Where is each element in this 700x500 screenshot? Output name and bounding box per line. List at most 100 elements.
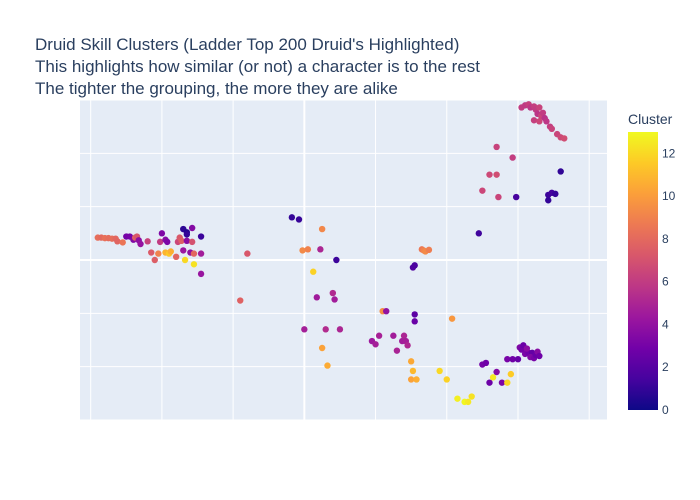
scatter-point[interactable]	[119, 239, 126, 246]
scatter-point[interactable]	[486, 379, 493, 386]
scatter-point[interactable]	[530, 117, 538, 124]
scatter-point[interactable]	[180, 247, 187, 254]
scatter-point[interactable]	[167, 248, 175, 255]
scatter-point[interactable]	[183, 231, 191, 238]
scatter-point[interactable]	[301, 326, 308, 333]
colorbar-gradient	[628, 132, 658, 410]
scatter-point[interactable]	[411, 262, 418, 269]
scatter-point[interactable]	[336, 326, 344, 333]
scatter-point[interactable]	[504, 379, 511, 386]
scatter-point[interactable]	[188, 238, 196, 246]
scatter-point[interactable]	[183, 237, 191, 244]
scatter-point[interactable]	[536, 118, 543, 125]
scatter-point[interactable]	[295, 216, 303, 223]
scatter-point[interactable]	[188, 224, 196, 232]
scatter-point[interactable]	[552, 190, 559, 198]
scatter-point[interactable]	[507, 370, 515, 378]
scatter-point[interactable]	[172, 253, 180, 260]
scatter-point[interactable]	[190, 250, 198, 257]
scatter-point[interactable]	[178, 237, 185, 244]
scatter-point[interactable]	[486, 171, 493, 178]
scatter-point[interactable]	[561, 135, 568, 142]
scatter-point[interactable]	[443, 376, 450, 383]
scatter-point[interactable]	[148, 249, 155, 256]
scatter-point[interactable]	[407, 358, 415, 365]
colorbar-tick-label: 2	[662, 360, 669, 374]
scatter-point[interactable]	[237, 297, 244, 304]
scatter-point[interactable]	[114, 238, 121, 245]
scatter-point[interactable]	[372, 341, 379, 348]
scatter-point[interactable]	[407, 376, 415, 383]
scatter-point[interactable]	[413, 376, 420, 383]
scatter-point[interactable]	[493, 368, 500, 376]
scatter-point[interactable]	[436, 367, 443, 375]
scatter-point[interactable]	[557, 168, 564, 175]
scatter-point[interactable]	[495, 193, 502, 201]
scatter-point[interactable]	[409, 367, 417, 375]
scatter-point[interactable]	[310, 268, 317, 275]
scatter-point[interactable]	[244, 250, 251, 257]
scatter-point[interactable]	[304, 246, 312, 253]
scatter-point[interactable]	[197, 233, 205, 240]
scatter-point[interactable]	[393, 347, 401, 354]
scatter-point[interactable]	[151, 256, 158, 264]
scatter-point[interactable]	[313, 294, 320, 301]
scatter-point[interactable]	[400, 332, 408, 339]
scatter-point[interactable]	[448, 315, 456, 322]
scatter-point[interactable]	[155, 250, 162, 257]
scatter-point[interactable]	[539, 109, 547, 117]
scatter-point[interactable]	[512, 193, 520, 201]
scatter-point[interactable]	[411, 318, 418, 325]
scatter-point[interactable]	[317, 246, 324, 253]
scatter-point[interactable]	[504, 356, 511, 363]
scatter-point[interactable]	[164, 238, 171, 246]
scatter-point[interactable]	[331, 296, 338, 303]
scatter-point[interactable]	[299, 247, 306, 254]
scatter-point[interactable]	[479, 187, 486, 194]
scatter-point[interactable]	[390, 332, 397, 339]
scatter-point[interactable]	[324, 362, 331, 369]
scatter-point[interactable]	[523, 345, 531, 352]
scatter-point[interactable]	[468, 393, 475, 400]
scatter-point[interactable]	[464, 398, 472, 406]
scatter-point[interactable]	[509, 154, 516, 161]
scatter-point[interactable]	[425, 246, 433, 254]
scatter-point[interactable]	[493, 143, 500, 151]
scatter-point[interactable]	[383, 308, 390, 315]
scatter-point[interactable]	[375, 332, 383, 339]
scatter-point[interactable]	[514, 356, 522, 363]
scatter-point[interactable]	[548, 125, 556, 132]
scatter-point[interactable]	[482, 359, 490, 367]
colorbar-tick-label: 4	[662, 317, 669, 331]
scatter-point[interactable]	[158, 230, 166, 237]
scatter-point[interactable]	[498, 379, 506, 386]
colorbar-ticks: 0 2 4 6 8 10 12	[662, 146, 676, 417]
scatter-point[interactable]	[545, 197, 552, 204]
scatter-point[interactable]	[333, 256, 340, 264]
chart-title-line-2: This highlights how similar (or not) a c…	[35, 57, 480, 76]
scatter-point[interactable]	[454, 395, 461, 402]
scatter-point[interactable]	[190, 261, 198, 268]
scatter-point[interactable]	[493, 171, 500, 178]
scatter-point[interactable]	[411, 311, 418, 318]
scatter-point[interactable]	[536, 104, 543, 111]
scatter-point[interactable]	[197, 270, 205, 278]
scatter-point[interactable]	[329, 289, 337, 297]
scatter-point[interactable]	[475, 230, 483, 237]
scatter-point[interactable]	[181, 256, 189, 264]
scatter-point[interactable]	[144, 238, 151, 245]
scatter-point[interactable]	[288, 214, 296, 221]
scatter-point[interactable]	[322, 326, 329, 333]
scatter-point[interactable]	[137, 240, 144, 248]
scatter-point[interactable]	[489, 374, 497, 381]
scatter-point[interactable]	[197, 250, 205, 257]
colorbar-tick-label: 0	[662, 403, 669, 417]
scatter-point[interactable]	[509, 356, 516, 363]
scatter-point[interactable]	[536, 352, 543, 360]
scatter-point[interactable]	[404, 342, 411, 349]
scatter-point[interactable]	[543, 118, 550, 125]
scatter-point[interactable]	[318, 344, 326, 352]
scatter-point[interactable]	[156, 238, 164, 246]
scatter-point[interactable]	[318, 225, 326, 233]
